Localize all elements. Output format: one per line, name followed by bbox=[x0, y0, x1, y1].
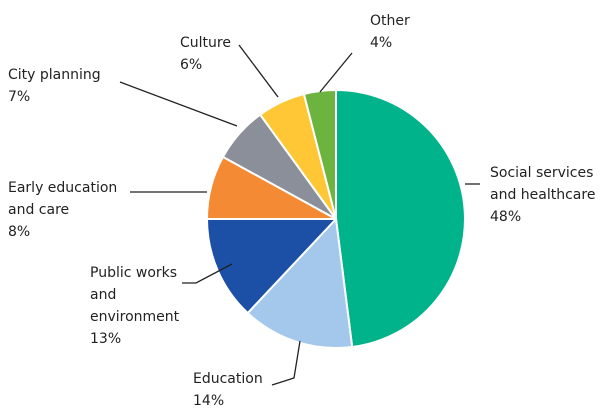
slice-category-label: and care bbox=[8, 202, 69, 218]
leader-line bbox=[119, 81, 238, 127]
slice-value-label: 4% bbox=[370, 35, 392, 51]
slice-category-label: and bbox=[90, 287, 116, 303]
slice-value-label: 14% bbox=[193, 393, 224, 408]
pie-slice bbox=[302, 89, 337, 220]
pie-slice bbox=[246, 218, 354, 349]
pie-slice bbox=[206, 218, 337, 315]
leader-line bbox=[238, 44, 279, 98]
pie-slices bbox=[206, 89, 466, 349]
slice-label: Education 14% bbox=[193, 371, 263, 408]
slice-label: Culture 6% bbox=[180, 35, 231, 73]
slice-value-label: 13% bbox=[90, 331, 121, 347]
slice-category-label: environment bbox=[90, 309, 180, 325]
leader-line bbox=[182, 263, 233, 284]
slice-labels: Social services and healthcare 48% Educatio… bbox=[8, 13, 595, 408]
slice-label: City planning 7% bbox=[8, 67, 101, 105]
slice-category-label: City planning bbox=[8, 67, 101, 83]
slice-value-label: 7% bbox=[8, 89, 30, 105]
slice-label: Social services and healthcare 48% bbox=[490, 165, 595, 225]
slice-category-label: Other bbox=[370, 13, 410, 29]
pie-slice bbox=[335, 89, 466, 348]
slice-category-label: and healthcare bbox=[490, 187, 595, 203]
slice-value-label: 48% bbox=[490, 209, 521, 225]
slice-category-label: Public works bbox=[90, 265, 177, 281]
leader-line bbox=[319, 52, 353, 93]
slice-category-label: Culture bbox=[180, 35, 231, 51]
slice-label: Public works and environment 13% bbox=[90, 265, 180, 347]
slice-category-label: Social services bbox=[490, 165, 593, 181]
slice-category-label: Education bbox=[193, 371, 263, 387]
slice-value-label: 8% bbox=[8, 224, 30, 240]
slice-value-label: 6% bbox=[180, 57, 202, 73]
slice-category-label: Early education bbox=[8, 180, 117, 196]
slice-label: Other 4% bbox=[370, 13, 410, 51]
leader-lines bbox=[119, 44, 480, 386]
slice-label: Early education and care 8% bbox=[8, 180, 117, 240]
leader-line bbox=[271, 340, 301, 386]
